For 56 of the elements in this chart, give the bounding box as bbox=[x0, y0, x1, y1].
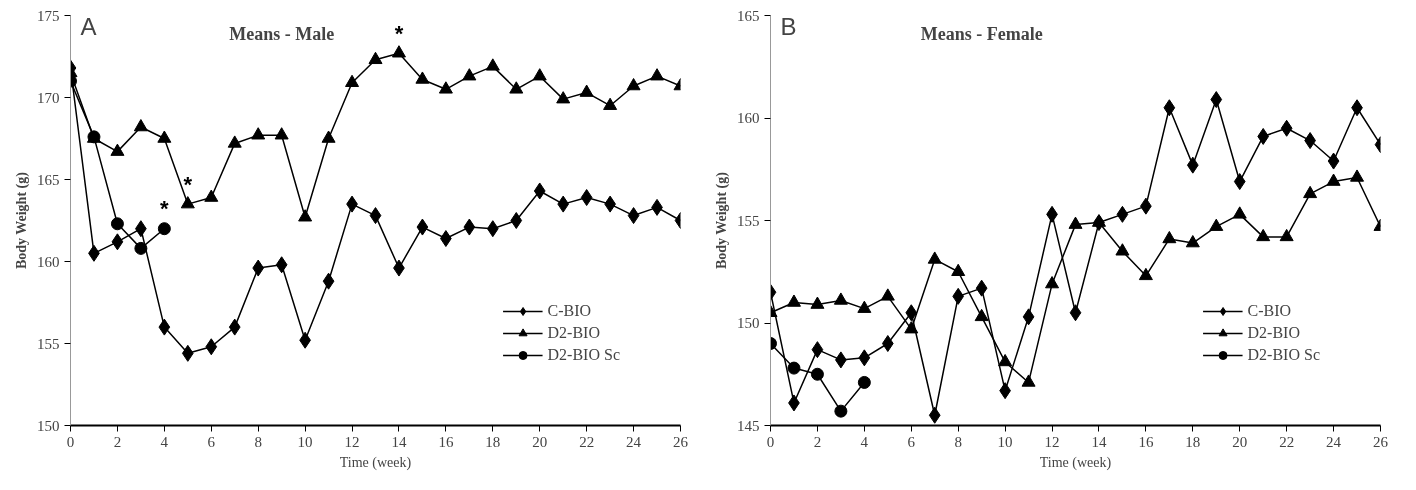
y-tick-label: 175 bbox=[37, 7, 60, 24]
chart-title: Means - Male bbox=[229, 23, 335, 44]
x-tick-label: 24 bbox=[626, 433, 642, 450]
y-tick-label: 170 bbox=[37, 89, 60, 106]
x-axis-title: Time (week) bbox=[1039, 454, 1112, 471]
x-tick-label: 26 bbox=[1373, 433, 1389, 450]
x-tick-label: 22 bbox=[579, 433, 595, 450]
x-tick-label: 16 bbox=[438, 433, 454, 450]
annotation: B bbox=[780, 12, 797, 40]
x-tick-label: 6 bbox=[907, 433, 916, 450]
x-tick-label: 0 bbox=[766, 433, 775, 450]
x-tick-label: 6 bbox=[207, 433, 216, 450]
y-tick-label: 155 bbox=[37, 335, 60, 352]
x-tick-label: 16 bbox=[1138, 433, 1154, 450]
x-tick-label: 8 bbox=[954, 433, 962, 450]
legend-label: C-BIO bbox=[547, 302, 592, 320]
annotation: * bbox=[183, 171, 193, 197]
legend-label: D2-BIO bbox=[1247, 324, 1300, 342]
x-tick-label: 10 bbox=[297, 433, 313, 450]
annotation: A bbox=[80, 12, 97, 40]
y-axis-title: Body Weight (g) bbox=[14, 171, 30, 270]
x-tick-label: 10 bbox=[997, 433, 1013, 450]
x-axis-title: Time (week) bbox=[339, 454, 412, 471]
x-tick-label: 26 bbox=[673, 433, 689, 450]
x-tick-label: 14 bbox=[391, 433, 407, 450]
annotation: * bbox=[160, 196, 170, 222]
x-tick-label: 12 bbox=[1044, 433, 1060, 450]
x-tick-label: 8 bbox=[254, 433, 262, 450]
x-tick-label: 20 bbox=[532, 433, 548, 450]
y-tick-label: 150 bbox=[737, 315, 760, 331]
x-tick-label: 20 bbox=[1232, 433, 1248, 450]
x-tick-label: 4 bbox=[160, 433, 169, 450]
x-tick-label: 14 bbox=[1091, 433, 1107, 450]
x-tick-label: 12 bbox=[344, 433, 360, 450]
y-tick-label: 145 bbox=[737, 417, 760, 434]
x-tick-label: 24 bbox=[1326, 433, 1342, 450]
x-tick-label: 2 bbox=[813, 433, 822, 450]
y-tick-label: 160 bbox=[37, 253, 60, 270]
x-tick-label: 0 bbox=[66, 433, 75, 450]
x-tick-label: 18 bbox=[1185, 433, 1201, 450]
y-axis-title: Body Weight (g) bbox=[714, 171, 730, 270]
y-tick-label: 165 bbox=[37, 171, 60, 188]
x-tick-label: 4 bbox=[860, 433, 869, 450]
annotation: * bbox=[394, 20, 404, 46]
legend-label: C-BIO bbox=[1247, 302, 1292, 320]
x-tick-label: 22 bbox=[1279, 433, 1295, 450]
legend-label: D2-BIO Sc bbox=[547, 346, 620, 364]
chart-title: Means - Female bbox=[920, 23, 1043, 44]
y-tick-label: 155 bbox=[737, 212, 760, 229]
legend-label: D2-BIO Sc bbox=[1247, 346, 1320, 364]
y-tick-label: 165 bbox=[737, 7, 760, 24]
x-tick-label: 2 bbox=[113, 433, 122, 450]
legend-label: D2-BIO bbox=[547, 324, 600, 342]
y-tick-label: 160 bbox=[737, 110, 760, 126]
y-tick-label: 150 bbox=[37, 417, 60, 434]
x-tick-label: 18 bbox=[485, 433, 501, 450]
